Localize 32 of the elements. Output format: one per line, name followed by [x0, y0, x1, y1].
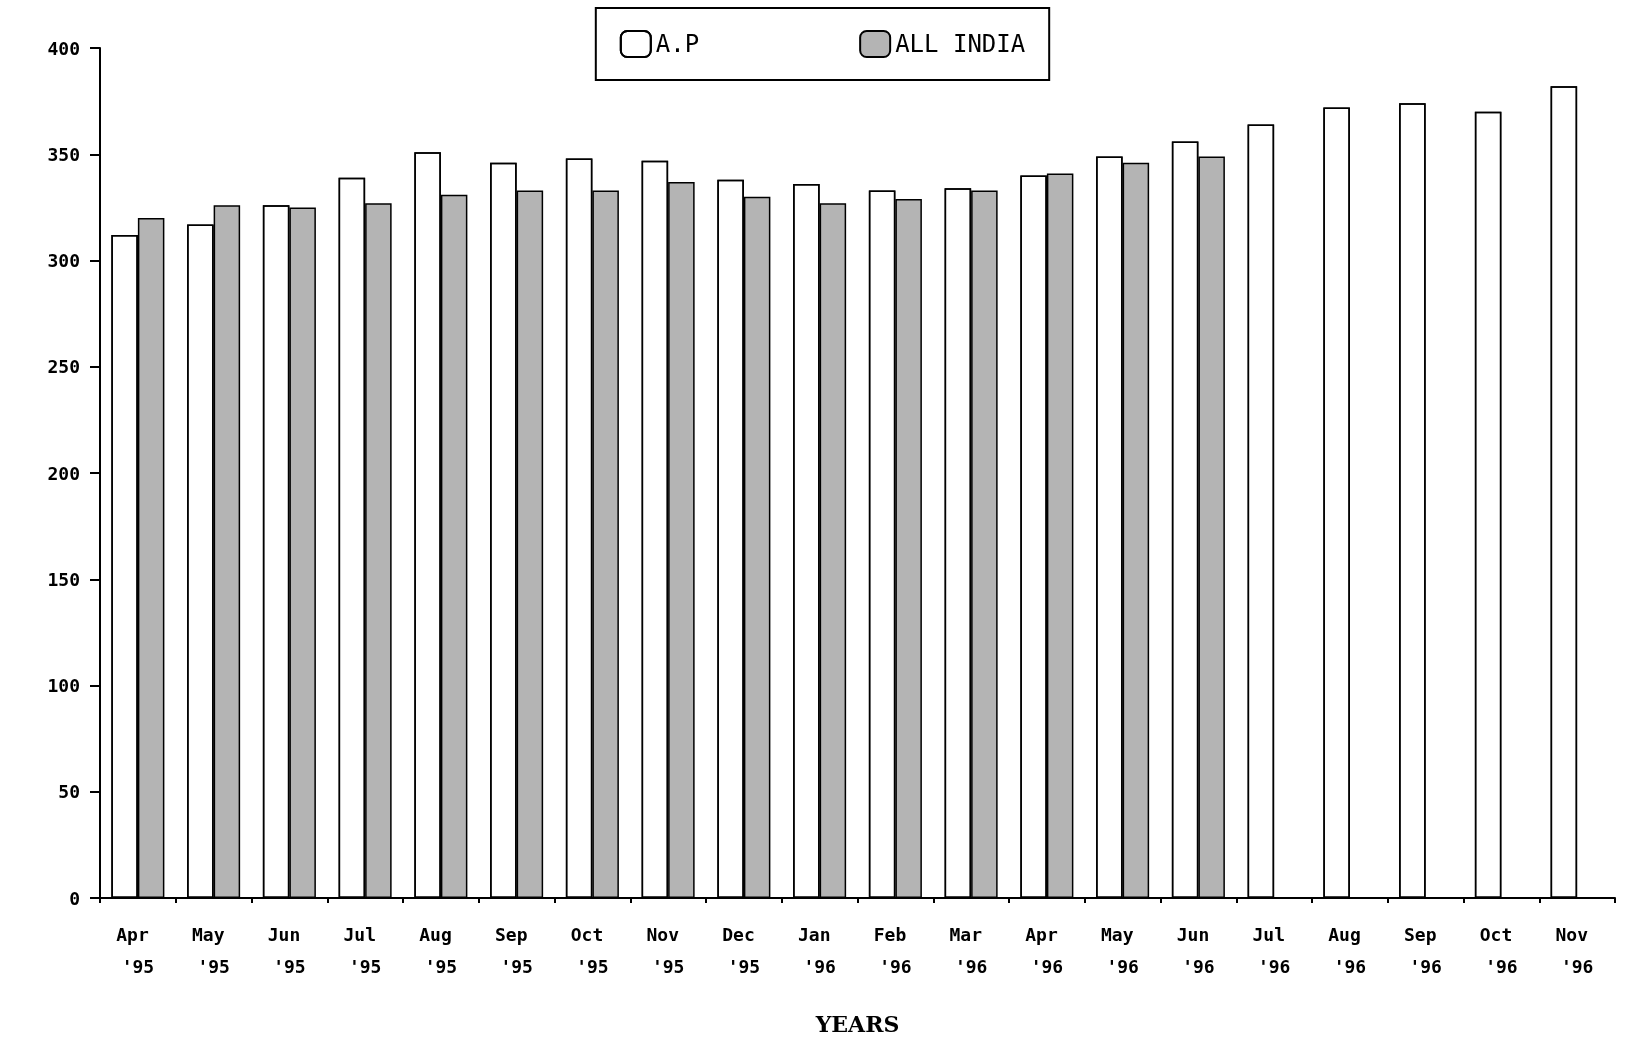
- x-tick-label: Apr '95: [116, 923, 160, 977]
- x-tick-label: Feb '96: [873, 923, 918, 977]
- y-tick-label: 350: [47, 143, 80, 165]
- x-tick-label: May '95: [191, 923, 236, 977]
- y-tick-label: 50: [58, 781, 80, 803]
- x-tick-label: Oct '95: [570, 923, 615, 977]
- x-tick-label: Nov '95: [646, 923, 690, 977]
- legend-label: ALL INDIA: [895, 30, 1026, 58]
- x-tick-label: Jan '96: [797, 923, 842, 977]
- y-tick-label: 300: [47, 250, 80, 271]
- x-tick-label: Nov '96: [1555, 923, 1599, 977]
- y-tick-label: 0: [69, 887, 80, 909]
- y-tick-label: 400: [47, 37, 80, 59]
- x-tick-label: Aug '96: [1328, 923, 1372, 977]
- y-tick-label: 100: [47, 675, 80, 696]
- y-tick-label: 200: [47, 462, 80, 484]
- x-tick-label: Apr '96: [1025, 923, 1069, 977]
- x-axis-title: YEARS: [814, 1011, 900, 1037]
- x-tick-label: Sep '95: [494, 923, 539, 977]
- x-tick-label: Jun '95: [267, 923, 312, 977]
- y-tick-label: 150: [47, 568, 80, 590]
- x-tick-label: Mar '96: [949, 923, 993, 977]
- x-tick-label: Jul '96: [1252, 923, 1296, 977]
- x-tick-label: Oct '96: [1479, 923, 1524, 977]
- y-tick-label: 250: [47, 356, 80, 378]
- x-tick-label: Jul '95: [343, 923, 387, 977]
- legend-label: A.P: [655, 30, 700, 58]
- x-tick-label: Aug '95: [419, 923, 463, 977]
- x-tick-label: Jun '96: [1176, 923, 1221, 977]
- x-tick-label: May '96: [1100, 923, 1145, 977]
- x-tick-label: Dec '95: [722, 923, 766, 977]
- x-tick-label: Sep '96: [1403, 923, 1448, 977]
